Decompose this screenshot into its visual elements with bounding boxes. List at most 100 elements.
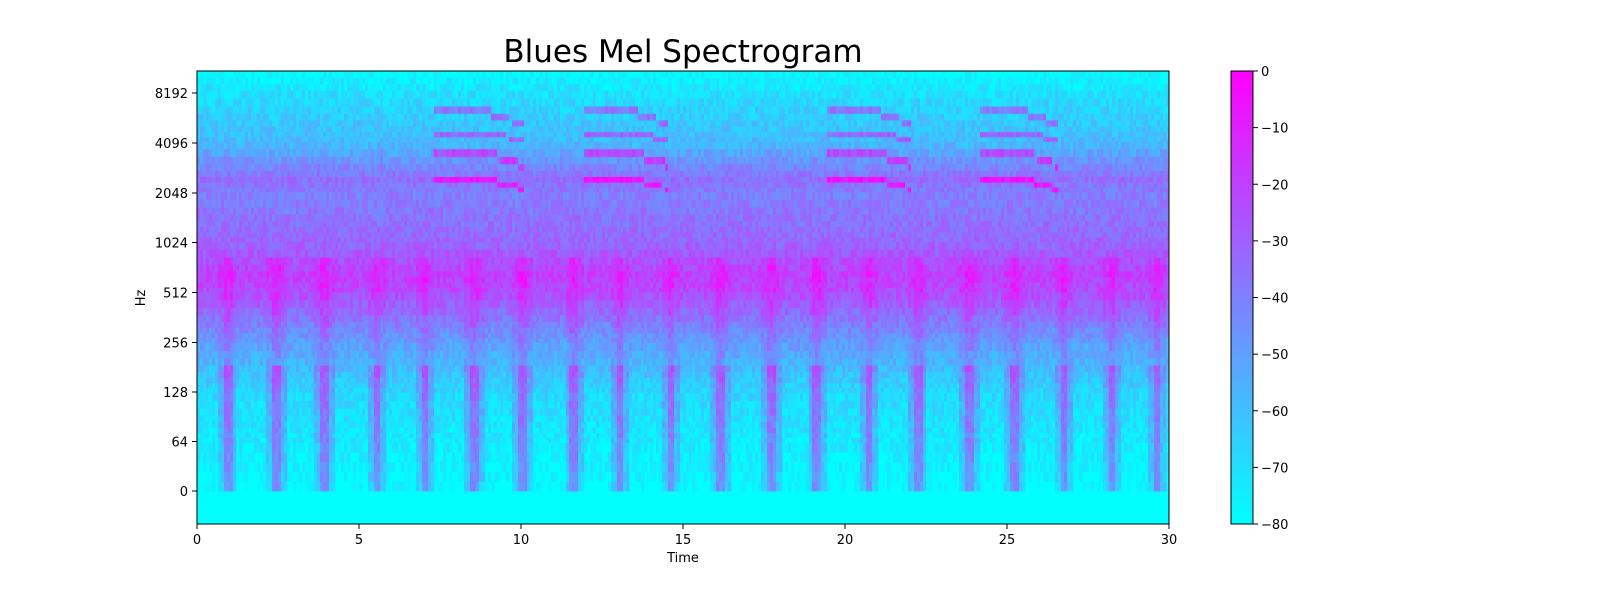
heatmap-cell	[371, 71, 375, 79]
heatmap-cell	[398, 264, 402, 272]
heatmap-cell	[197, 415, 201, 422]
heatmap-cell	[419, 442, 423, 453]
heatmap-cell	[362, 264, 366, 272]
heatmap-cell	[305, 270, 309, 278]
heatmap-cell	[428, 98, 432, 107]
heatmap-cell	[281, 437, 285, 444]
heatmap-cell	[263, 432, 267, 438]
heatmap-cell	[344, 321, 348, 328]
heatmap-cell	[434, 371, 438, 378]
heatmap-cell	[221, 321, 225, 328]
heatmap-cell	[239, 437, 243, 444]
heatmap-cell	[353, 332, 357, 339]
heatmap-cell	[362, 387, 366, 393]
heatmap-cell	[251, 71, 255, 79]
heatmap-cell	[305, 170, 309, 177]
heatmap-cell	[359, 241, 363, 250]
heatmap-cell	[335, 220, 339, 228]
heatmap-cell	[413, 220, 417, 228]
heatmap-cell	[227, 131, 231, 138]
heatmap-cell	[320, 270, 324, 278]
heatmap-cell	[254, 187, 258, 193]
heatmap-cell	[323, 141, 327, 150]
heatmap-cell	[305, 191, 309, 200]
heatmap-cell	[311, 163, 315, 171]
heatmap-cell	[344, 415, 348, 422]
heatmap-cell	[242, 136, 246, 142]
heatmap-cell	[269, 392, 273, 402]
heatmap-cell	[314, 199, 318, 208]
heatmap-cell	[437, 321, 441, 328]
heatmap-cell	[383, 163, 387, 171]
heatmap-cell	[317, 199, 321, 208]
heatmap-cell	[278, 337, 282, 343]
heatmap-cell	[419, 120, 423, 127]
heatmap-cell	[428, 270, 432, 278]
heatmap-cell	[299, 176, 303, 183]
heatmap-cell	[404, 350, 408, 359]
heatmap-cell	[365, 307, 369, 316]
heatmap-cell	[413, 120, 417, 127]
heatmap-cell	[299, 350, 303, 359]
heatmap-cell	[413, 350, 417, 359]
heatmap-cell	[416, 382, 420, 389]
heatmap-cell	[224, 199, 228, 208]
heatmap-cell	[230, 452, 234, 463]
heatmap-cell	[308, 462, 312, 473]
heatmap-cell	[341, 287, 345, 293]
heatmap-cell	[419, 287, 423, 293]
heatmap-cell	[419, 421, 423, 428]
heatmap-cell	[278, 300, 282, 309]
heatmap-cell	[209, 400, 213, 409]
heatmap-cell	[281, 270, 285, 278]
heatmap-cell	[368, 342, 372, 351]
heatmap-cell	[338, 400, 342, 409]
heatmap-cell	[308, 84, 312, 91]
heatmap-cell	[437, 207, 441, 215]
heatmap-cell	[224, 332, 228, 339]
heatmap-cell	[329, 106, 333, 114]
heatmap-cell	[419, 156, 423, 165]
heatmap-cell	[314, 141, 318, 150]
heatmap-cell	[287, 332, 291, 339]
heatmap-cell	[284, 382, 288, 389]
heatmap-cell	[368, 226, 372, 233]
heatmap-cell	[233, 427, 237, 434]
heatmap-cell	[263, 241, 267, 250]
heatmap-cell	[296, 187, 300, 193]
heatmap-cell	[287, 163, 291, 171]
heatmap-cell	[431, 400, 435, 409]
heatmap-cell	[299, 90, 303, 99]
heatmap-cell	[347, 90, 351, 99]
heatmap-cell	[284, 342, 288, 351]
heatmap-cell	[272, 437, 276, 444]
heatmap-cell	[200, 408, 204, 416]
heatmap-cell	[335, 191, 339, 200]
heatmap-cell	[263, 207, 267, 215]
heatmap-cell	[374, 392, 378, 402]
heatmap-cell	[248, 191, 252, 200]
heatmap-cell	[317, 226, 321, 233]
heatmap-cell	[203, 300, 207, 309]
heatmap-cell	[419, 276, 423, 283]
heatmap-cell	[359, 321, 363, 328]
heatmap-cell	[269, 249, 273, 258]
heatmap-cell	[248, 332, 252, 339]
heatmap-cell	[263, 187, 267, 193]
heatmap-cell	[356, 131, 360, 138]
heatmap-cell	[407, 249, 411, 258]
heatmap-cell	[302, 148, 306, 158]
heatmap-cell	[203, 415, 207, 422]
heatmap-cell	[422, 452, 426, 463]
heatmap-cell	[275, 321, 279, 328]
heatmap-cell	[278, 226, 282, 233]
heatmap-cell	[242, 321, 246, 328]
heatmap-cell	[302, 126, 306, 133]
heatmap-cell	[200, 187, 204, 193]
heatmap-cell	[290, 120, 294, 127]
heatmap-cell	[275, 432, 279, 438]
heatmap-cell	[377, 249, 381, 258]
heatmap-cell	[398, 382, 402, 389]
heatmap-cell	[389, 156, 393, 165]
heatmap-cell	[407, 232, 411, 238]
